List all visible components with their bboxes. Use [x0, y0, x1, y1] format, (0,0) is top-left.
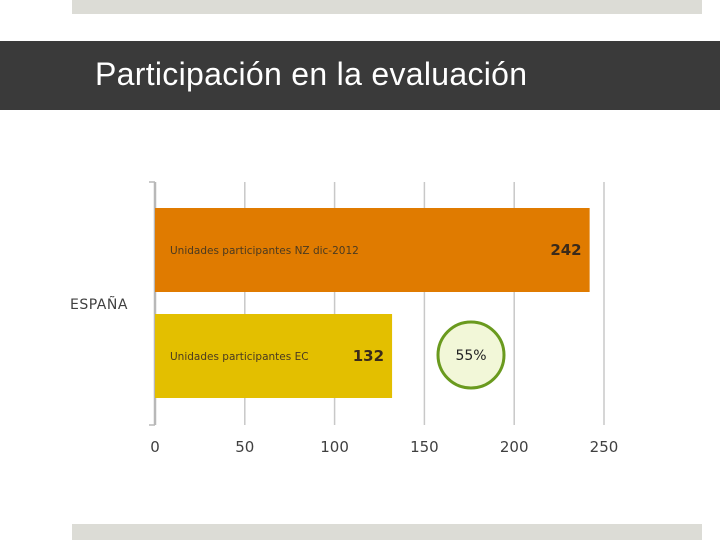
bottom-decorative-strip	[72, 524, 702, 540]
bar-series-label: Unidades participantes NZ dic-2012	[170, 245, 359, 257]
bar-value-label: 242	[550, 241, 581, 259]
title-bar	[0, 41, 720, 110]
bars-layer: Unidades participantes NZ dic-2012 242 Uni…	[155, 208, 590, 398]
x-tick-label: 150	[410, 438, 439, 456]
percentage-badge-circle	[436, 320, 506, 390]
x-axis-ticks: 0 50 100 150 200 250	[150, 438, 618, 456]
x-tick-label: 200	[500, 438, 529, 456]
category-label: ESPAÑA	[70, 296, 128, 313]
slide-title: Participación en la evaluación	[95, 56, 528, 92]
x-tick-label: 50	[235, 438, 254, 456]
bar-nz	[155, 208, 590, 292]
top-decorative-strip	[72, 0, 702, 14]
bar-value-label: 132	[353, 347, 384, 365]
percentage-badge-text: 55%	[455, 348, 486, 364]
percentage-badge: 55%	[436, 320, 506, 390]
x-tick-label: 100	[320, 438, 349, 456]
x-tick-label: 250	[590, 438, 619, 456]
bar-series-label: Unidades participantes EC	[170, 351, 309, 363]
x-tick-label: 0	[150, 438, 160, 456]
bar-ec	[155, 314, 393, 398]
